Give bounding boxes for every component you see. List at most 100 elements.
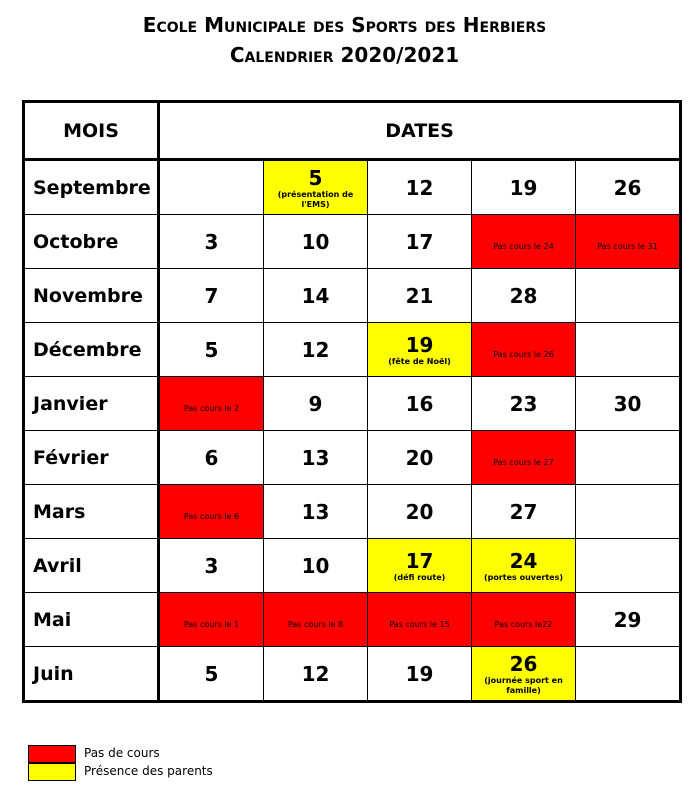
date-cell: 26	[575, 159, 681, 215]
row: Février 6 13 20 Pas cours le 27	[23, 430, 681, 485]
date: 30	[613, 391, 642, 416]
date-cell	[575, 268, 681, 323]
date-cell: Pas cours le 2	[158, 376, 264, 431]
date: 3	[204, 553, 219, 578]
legend-swatch	[28, 763, 76, 781]
date-cell: Pas cours le 31	[575, 214, 681, 269]
date: 19	[509, 175, 538, 200]
date-cell: 5 (présentation de l'EMS)	[263, 159, 368, 215]
date-cell: 29	[575, 592, 681, 647]
date: 13	[301, 445, 330, 470]
month: Janvier	[23, 376, 160, 431]
month: Mai	[23, 592, 160, 647]
date: 10	[301, 553, 330, 578]
date-cell	[575, 538, 681, 593]
date: 12	[405, 175, 434, 200]
date-cell: Pas cours le 6	[158, 484, 264, 539]
date: Pas cours le 2	[183, 403, 240, 413]
date-cell: 20	[367, 484, 472, 539]
row: Septembre 5 (présentation de l'EMS) 12 19 26	[23, 159, 681, 215]
legend-label: Pas de cours	[84, 746, 160, 760]
month: Février	[23, 430, 160, 485]
date-cell: Pas cours le 24	[471, 214, 576, 269]
date-cell: 20	[367, 430, 472, 485]
month: Septembre	[23, 159, 160, 215]
date: 12	[301, 661, 330, 686]
date: 19	[405, 661, 434, 686]
date: Pas cours le 1	[183, 619, 240, 629]
date-cell: 16	[367, 376, 472, 431]
date: 5	[204, 661, 219, 686]
date: 28	[509, 283, 538, 308]
date-cell: 27	[471, 484, 576, 539]
date: 6	[204, 445, 219, 470]
date-cell: 7	[158, 268, 264, 323]
date: 5	[308, 165, 323, 190]
date-cell	[575, 322, 681, 377]
date: 17	[405, 229, 434, 254]
date-cell: 24 (portes ouvertes)	[471, 538, 576, 593]
date-cell: 28	[471, 268, 576, 323]
date: 13	[301, 499, 330, 524]
date-cell: 3	[158, 214, 264, 269]
date: 17	[405, 548, 434, 573]
date-cell: Pas cours le 15	[367, 592, 472, 647]
date: 16	[405, 391, 434, 416]
date-cell: 5	[158, 322, 264, 377]
calendar-table: MOIS DATES Septembre 5 (présentation de l'…	[22, 100, 682, 703]
date-cell: 23	[471, 376, 576, 431]
date: 20	[405, 499, 434, 524]
month: Avril	[23, 538, 160, 593]
date: 23	[509, 391, 538, 416]
date: Pas cours le 27	[493, 457, 554, 467]
title: Ecole Municipale des Sports des Herbiers	[142, 13, 547, 37]
note: (journée sport en famille)	[484, 675, 563, 695]
date-cell: 14	[263, 268, 368, 323]
date-cell: Pas cours le 8	[263, 592, 368, 647]
date: 26	[613, 175, 642, 200]
header-row: MOIS DATES	[23, 101, 681, 161]
row: Décembre 5 12 19 (fête de Noël) Pas cours le …	[23, 322, 681, 377]
month: Juin	[23, 646, 160, 702]
date: 14	[301, 283, 330, 308]
row: Juin 5 12 19 26 (journée sport en famille)	[23, 646, 681, 702]
date: 20	[405, 445, 434, 470]
date: Pas cours le 31	[597, 241, 658, 251]
row: Mars Pas cours le 6 13 20 27	[23, 484, 681, 539]
column-header: DATES	[158, 101, 681, 161]
date-cell: 17 (défi route)	[367, 538, 472, 593]
date: 3	[204, 229, 219, 254]
date-cell: 9	[263, 376, 368, 431]
date: Pas cours le 26	[493, 349, 554, 359]
date-cell	[158, 159, 264, 215]
note: (présentation de l'EMS)	[277, 189, 354, 209]
date-cell: Pas cours le 26	[471, 322, 576, 377]
row: Janvier Pas cours le 2 9 16 23 30	[23, 376, 681, 431]
date-cell: 19 (fête de Noël)	[367, 322, 472, 377]
date: 27	[509, 499, 538, 524]
month: Mars	[23, 484, 160, 539]
date-cell: 3	[158, 538, 264, 593]
date-cell: 17	[367, 214, 472, 269]
date-cell: 5	[158, 646, 264, 702]
date-cell: 12	[367, 159, 472, 215]
note: (portes ouvertes)	[483, 572, 564, 582]
note: (fête de Noël)	[388, 356, 451, 366]
date: Pas cours le 24	[493, 241, 554, 251]
date: 21	[405, 283, 434, 308]
date-cell	[575, 430, 681, 485]
row: Novembre 7 14 21 28	[23, 268, 681, 323]
date: 10	[301, 229, 330, 254]
column-header: MOIS	[23, 101, 160, 161]
date-cell: 30	[575, 376, 681, 431]
date: 24	[509, 548, 538, 573]
date-cell	[575, 646, 681, 702]
date-cell: 10	[263, 214, 368, 269]
row: Octobre 3 10 17 Pas cours le 24 Pas cours le …	[23, 214, 681, 269]
date: Pas cours le 8	[287, 619, 344, 629]
date-cell: Pas cours le 1	[158, 592, 264, 647]
date-cell: Pas cours le 27	[471, 430, 576, 485]
date: Pas cours le 15	[389, 619, 450, 629]
date-cell: 12	[263, 322, 368, 377]
